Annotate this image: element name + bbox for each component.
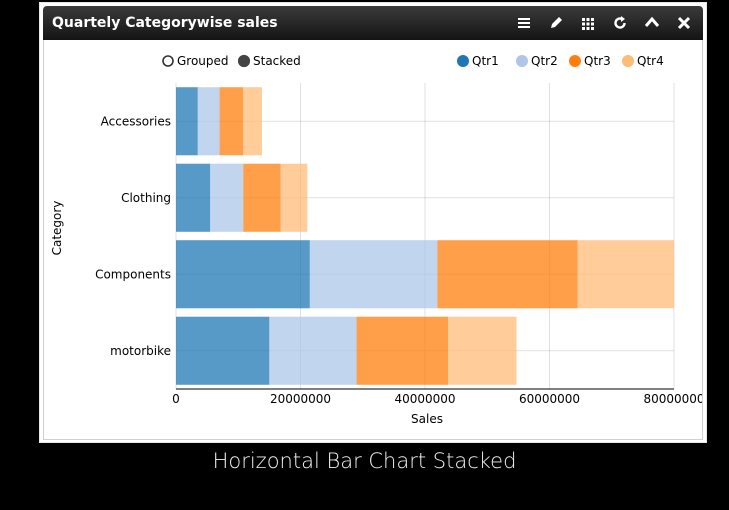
bar-segment[interactable] bbox=[280, 163, 308, 232]
y-axis-title: Category bbox=[50, 201, 64, 256]
chart-caption: Horizontal Bar Chart Stacked bbox=[212, 449, 517, 473]
bar-segment[interactable] bbox=[437, 240, 578, 309]
bar-segment[interactable] bbox=[448, 316, 517, 385]
grouped-option[interactable]: Grouped bbox=[162, 54, 229, 68]
menu-icon[interactable] bbox=[515, 14, 533, 32]
view-toggle: Grouped Stacked bbox=[162, 54, 301, 68]
grouped-radio[interactable] bbox=[162, 55, 174, 67]
x-tick-label: 60000000 bbox=[519, 392, 580, 406]
bar-segment[interactable] bbox=[219, 87, 244, 156]
y-tick-label: motorbike bbox=[110, 344, 171, 358]
grid-icon[interactable] bbox=[579, 14, 597, 32]
legend-item[interactable]: Qtr1 bbox=[457, 54, 499, 68]
chart-widget: Quartely Categorywise sales bbox=[39, 2, 707, 443]
legend: Qtr1 Qtr2 Qtr3 Qtr4 bbox=[457, 54, 664, 68]
x-tick-label: 0 bbox=[172, 392, 180, 406]
chart-body: Grouped Stacked Qtr1 Qtr2 Qtr3 Qtr4 Accesso… bbox=[43, 40, 705, 440]
chevron-up-icon[interactable] bbox=[643, 14, 661, 32]
stacked-label: Stacked bbox=[253, 54, 301, 68]
legend-label: Qtr3 bbox=[584, 54, 611, 68]
bar-segment[interactable] bbox=[243, 87, 262, 156]
bar-segment[interactable] bbox=[309, 240, 438, 309]
stacked-radio[interactable] bbox=[237, 54, 251, 68]
close-icon[interactable] bbox=[675, 14, 693, 32]
chart-svg: Grouped Stacked Qtr1 Qtr2 Qtr3 Qtr4 Accesso… bbox=[50, 54, 705, 426]
bar-segment[interactable] bbox=[197, 87, 220, 156]
bars bbox=[176, 87, 674, 385]
legend-swatch bbox=[569, 55, 581, 67]
bar-segment[interactable] bbox=[269, 316, 357, 385]
bar-segment[interactable] bbox=[176, 316, 270, 385]
legend-swatch bbox=[516, 55, 528, 67]
y-tick-label: Accessories bbox=[101, 114, 171, 128]
x-tick-label: 20000000 bbox=[270, 392, 331, 406]
legend-label: Qtr1 bbox=[472, 54, 499, 68]
bar-segment[interactable] bbox=[577, 240, 674, 309]
stacked-option[interactable]: Stacked bbox=[237, 54, 301, 68]
legend-swatch bbox=[457, 55, 469, 67]
bar-segment[interactable] bbox=[356, 316, 449, 385]
bar-segment[interactable] bbox=[176, 240, 310, 309]
y-axis: Accessories Clothing Components motorbike bbox=[95, 114, 171, 358]
bar-segment[interactable] bbox=[210, 163, 244, 232]
x-axis-title: Sales bbox=[411, 412, 443, 426]
grouped-label: Grouped bbox=[177, 54, 229, 68]
legend-label: Qtr2 bbox=[531, 54, 558, 68]
legend-item[interactable]: Qtr3 bbox=[569, 54, 611, 68]
bar-segment[interactable] bbox=[176, 87, 198, 156]
bar-segment[interactable] bbox=[176, 163, 211, 232]
y-tick-label: Clothing bbox=[121, 191, 171, 205]
widget-header: Quartely Categorywise sales bbox=[43, 6, 703, 40]
x-axis: 0 20000000 40000000 60000000 80000000 bbox=[172, 388, 705, 406]
widget-title: Quartely Categorywise sales bbox=[52, 15, 278, 31]
x-tick-label: 40000000 bbox=[394, 392, 455, 406]
y-tick-label: Components bbox=[95, 267, 171, 281]
legend-label: Qtr4 bbox=[637, 54, 664, 68]
refresh-icon[interactable] bbox=[611, 14, 629, 32]
pencil-icon[interactable] bbox=[547, 14, 565, 32]
legend-swatch bbox=[622, 55, 634, 67]
bar-segment[interactable] bbox=[243, 163, 281, 232]
legend-item[interactable]: Qtr4 bbox=[622, 54, 664, 68]
x-tick-label: 80000000 bbox=[643, 392, 702, 406]
legend-item[interactable]: Qtr2 bbox=[516, 54, 558, 68]
